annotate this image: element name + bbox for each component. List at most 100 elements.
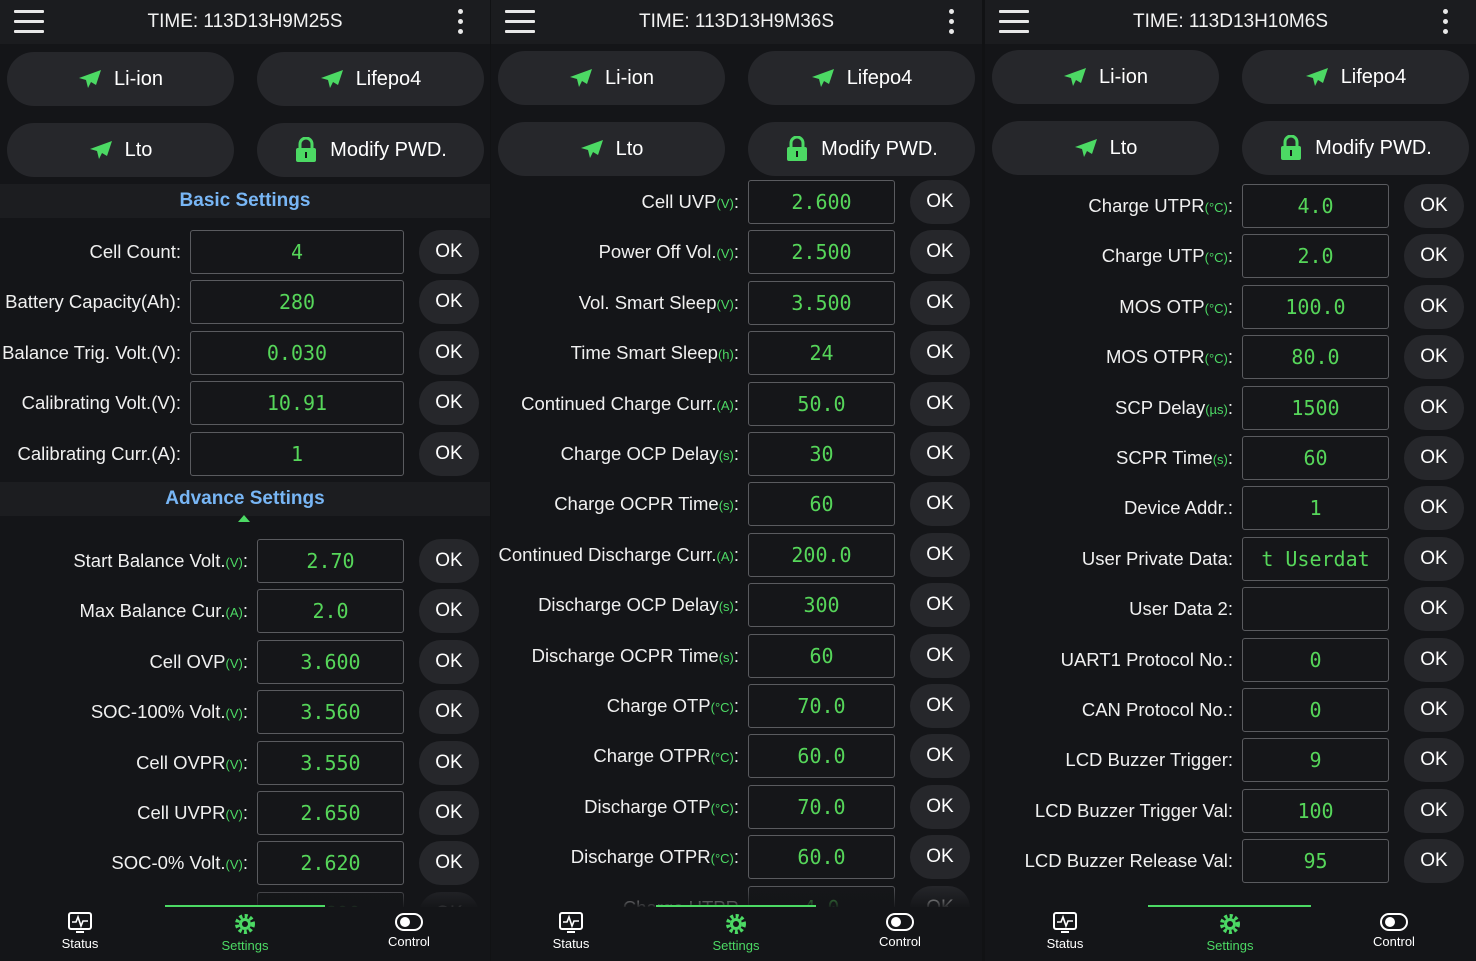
lifepo4-button[interactable]: Lifepo4	[748, 51, 975, 105]
setting-value-input[interactable]: 300	[748, 583, 895, 628]
setting-value-input[interactable]: 2.70	[257, 539, 404, 583]
setting-value-input[interactable]: t Userdat	[1242, 536, 1389, 581]
nav-control[interactable]: Control	[850, 909, 950, 957]
nav-settings[interactable]: Settings	[686, 909, 786, 957]
setting-value-input[interactable]: 1500	[1242, 385, 1389, 430]
setting-value-input[interactable]: 60.0	[748, 734, 895, 779]
ok-button[interactable]: OK	[910, 280, 970, 325]
ok-button[interactable]: OK	[1404, 536, 1464, 581]
ok-button[interactable]: OK	[419, 381, 479, 426]
ok-button[interactable]: OK	[910, 633, 970, 678]
setting-value-input[interactable]: 10.91	[190, 381, 404, 426]
ok-button[interactable]: OK	[1404, 839, 1464, 884]
ok-button[interactable]: OK	[910, 180, 970, 224]
setting-value-input[interactable]: 2.0	[1242, 234, 1389, 279]
ok-button[interactable]: OK	[910, 583, 970, 628]
setting-value-input[interactable]: 60.0	[748, 835, 895, 880]
ok-button[interactable]: OK	[1404, 738, 1464, 783]
setting-value-input[interactable]: 0.030	[190, 330, 404, 375]
setting-value-input[interactable]: 70.0	[748, 684, 895, 728]
modify-password-button[interactable]: Modify PWD.	[257, 123, 484, 177]
nav-control[interactable]: Control	[1344, 909, 1444, 957]
ok-button[interactable]: OK	[1404, 385, 1464, 430]
ok-button[interactable]: OK	[1404, 284, 1464, 329]
ok-button[interactable]: OK	[419, 589, 479, 634]
ok-button[interactable]: OK	[910, 684, 970, 728]
more-options-icon[interactable]	[456, 9, 464, 37]
setting-value-input[interactable]: 2.620	[257, 841, 404, 886]
more-options-icon[interactable]	[947, 9, 955, 37]
setting-value-input[interactable]: 60	[1242, 436, 1389, 480]
setting-value-input[interactable]: 3.600	[257, 639, 404, 684]
li-ion-button[interactable]: Li-ion	[498, 51, 725, 105]
setting-value-input[interactable]: 50.0	[748, 381, 895, 426]
setting-value-input[interactable]: 70.0	[748, 784, 895, 829]
hamburger-menu-icon[interactable]	[14, 10, 44, 34]
setting-value-input[interactable]: 30	[748, 432, 895, 476]
hamburger-menu-icon[interactable]	[999, 10, 1029, 34]
ok-button[interactable]: OK	[419, 841, 479, 886]
lto-button[interactable]: Lto	[7, 123, 234, 177]
setting-value-input[interactable]: 2.650	[257, 791, 404, 835]
ok-button[interactable]: OK	[1404, 688, 1464, 732]
setting-value-input[interactable]: 3.560	[257, 690, 404, 735]
ok-button[interactable]: OK	[419, 740, 479, 785]
li-ion-button[interactable]: Li-ion	[992, 50, 1219, 104]
ok-button[interactable]: OK	[1404, 486, 1464, 531]
setting-value-input[interactable]	[1242, 587, 1389, 632]
nav-settings[interactable]: Settings	[195, 909, 295, 957]
ok-button[interactable]: OK	[1404, 587, 1464, 632]
setting-value-input[interactable]: 60	[748, 482, 895, 527]
ok-button[interactable]: OK	[1404, 788, 1464, 833]
setting-value-input[interactable]: 2.0	[257, 589, 404, 634]
nav-status[interactable]: Status	[521, 909, 621, 957]
setting-value-input[interactable]: 100.0	[1242, 284, 1389, 329]
setting-value-input[interactable]: 4.0	[1242, 184, 1389, 228]
ok-button[interactable]: OK	[419, 230, 479, 274]
ok-button[interactable]: OK	[910, 784, 970, 829]
setting-value-input[interactable]: 2.600	[748, 180, 895, 224]
setting-value-input[interactable]: 2.500	[748, 230, 895, 275]
setting-value-input[interactable]: 4	[190, 230, 404, 274]
setting-value-input[interactable]: 95	[1242, 839, 1389, 884]
setting-value-input[interactable]: 100	[1242, 788, 1389, 833]
ok-button[interactable]: OK	[910, 331, 970, 376]
ok-button[interactable]: OK	[1404, 335, 1464, 380]
collapse-arrow-icon[interactable]	[238, 515, 250, 522]
li-ion-button[interactable]: Li-ion	[7, 52, 234, 106]
modify-password-button[interactable]: Modify PWD.	[1242, 121, 1469, 175]
ok-button[interactable]: OK	[419, 791, 479, 835]
lto-button[interactable]: Lto	[992, 121, 1219, 175]
ok-button[interactable]: OK	[1404, 637, 1464, 682]
ok-button[interactable]: OK	[419, 431, 479, 476]
more-options-icon[interactable]	[1441, 9, 1449, 37]
advance-settings-header[interactable]: Advance Settings	[0, 482, 490, 516]
ok-button[interactable]: OK	[419, 280, 479, 325]
setting-value-input[interactable]: 0	[1242, 637, 1389, 682]
ok-button[interactable]: OK	[1404, 184, 1464, 228]
nav-status[interactable]: Status	[30, 909, 130, 957]
nav-control[interactable]: Control	[359, 909, 459, 957]
nav-settings[interactable]: Settings	[1180, 909, 1280, 957]
ok-button[interactable]: OK	[419, 690, 479, 735]
setting-value-input[interactable]: 1	[1242, 486, 1389, 531]
setting-value-input[interactable]: 60	[748, 633, 895, 678]
ok-button[interactable]: OK	[1404, 234, 1464, 279]
hamburger-menu-icon[interactable]	[505, 10, 535, 34]
setting-value-input[interactable]: 24	[748, 331, 895, 376]
setting-value-input[interactable]: 0	[1242, 688, 1389, 732]
ok-button[interactable]: OK	[1404, 436, 1464, 480]
ok-button[interactable]: OK	[910, 230, 970, 275]
setting-value-input[interactable]: 3.500	[748, 280, 895, 325]
setting-value-input[interactable]: 80.0	[1242, 335, 1389, 380]
ok-button[interactable]: OK	[419, 330, 479, 375]
setting-value-input[interactable]: 280	[190, 280, 404, 325]
ok-button[interactable]: OK	[910, 835, 970, 880]
ok-button[interactable]: OK	[910, 432, 970, 476]
ok-button[interactable]: OK	[419, 639, 479, 684]
modify-password-button[interactable]: Modify PWD.	[748, 122, 975, 176]
setting-value-input[interactable]: 200.0	[748, 532, 895, 577]
ok-button[interactable]: OK	[910, 381, 970, 426]
lifepo4-button[interactable]: Lifepo4	[1242, 50, 1469, 104]
ok-button[interactable]: OK	[910, 482, 970, 527]
